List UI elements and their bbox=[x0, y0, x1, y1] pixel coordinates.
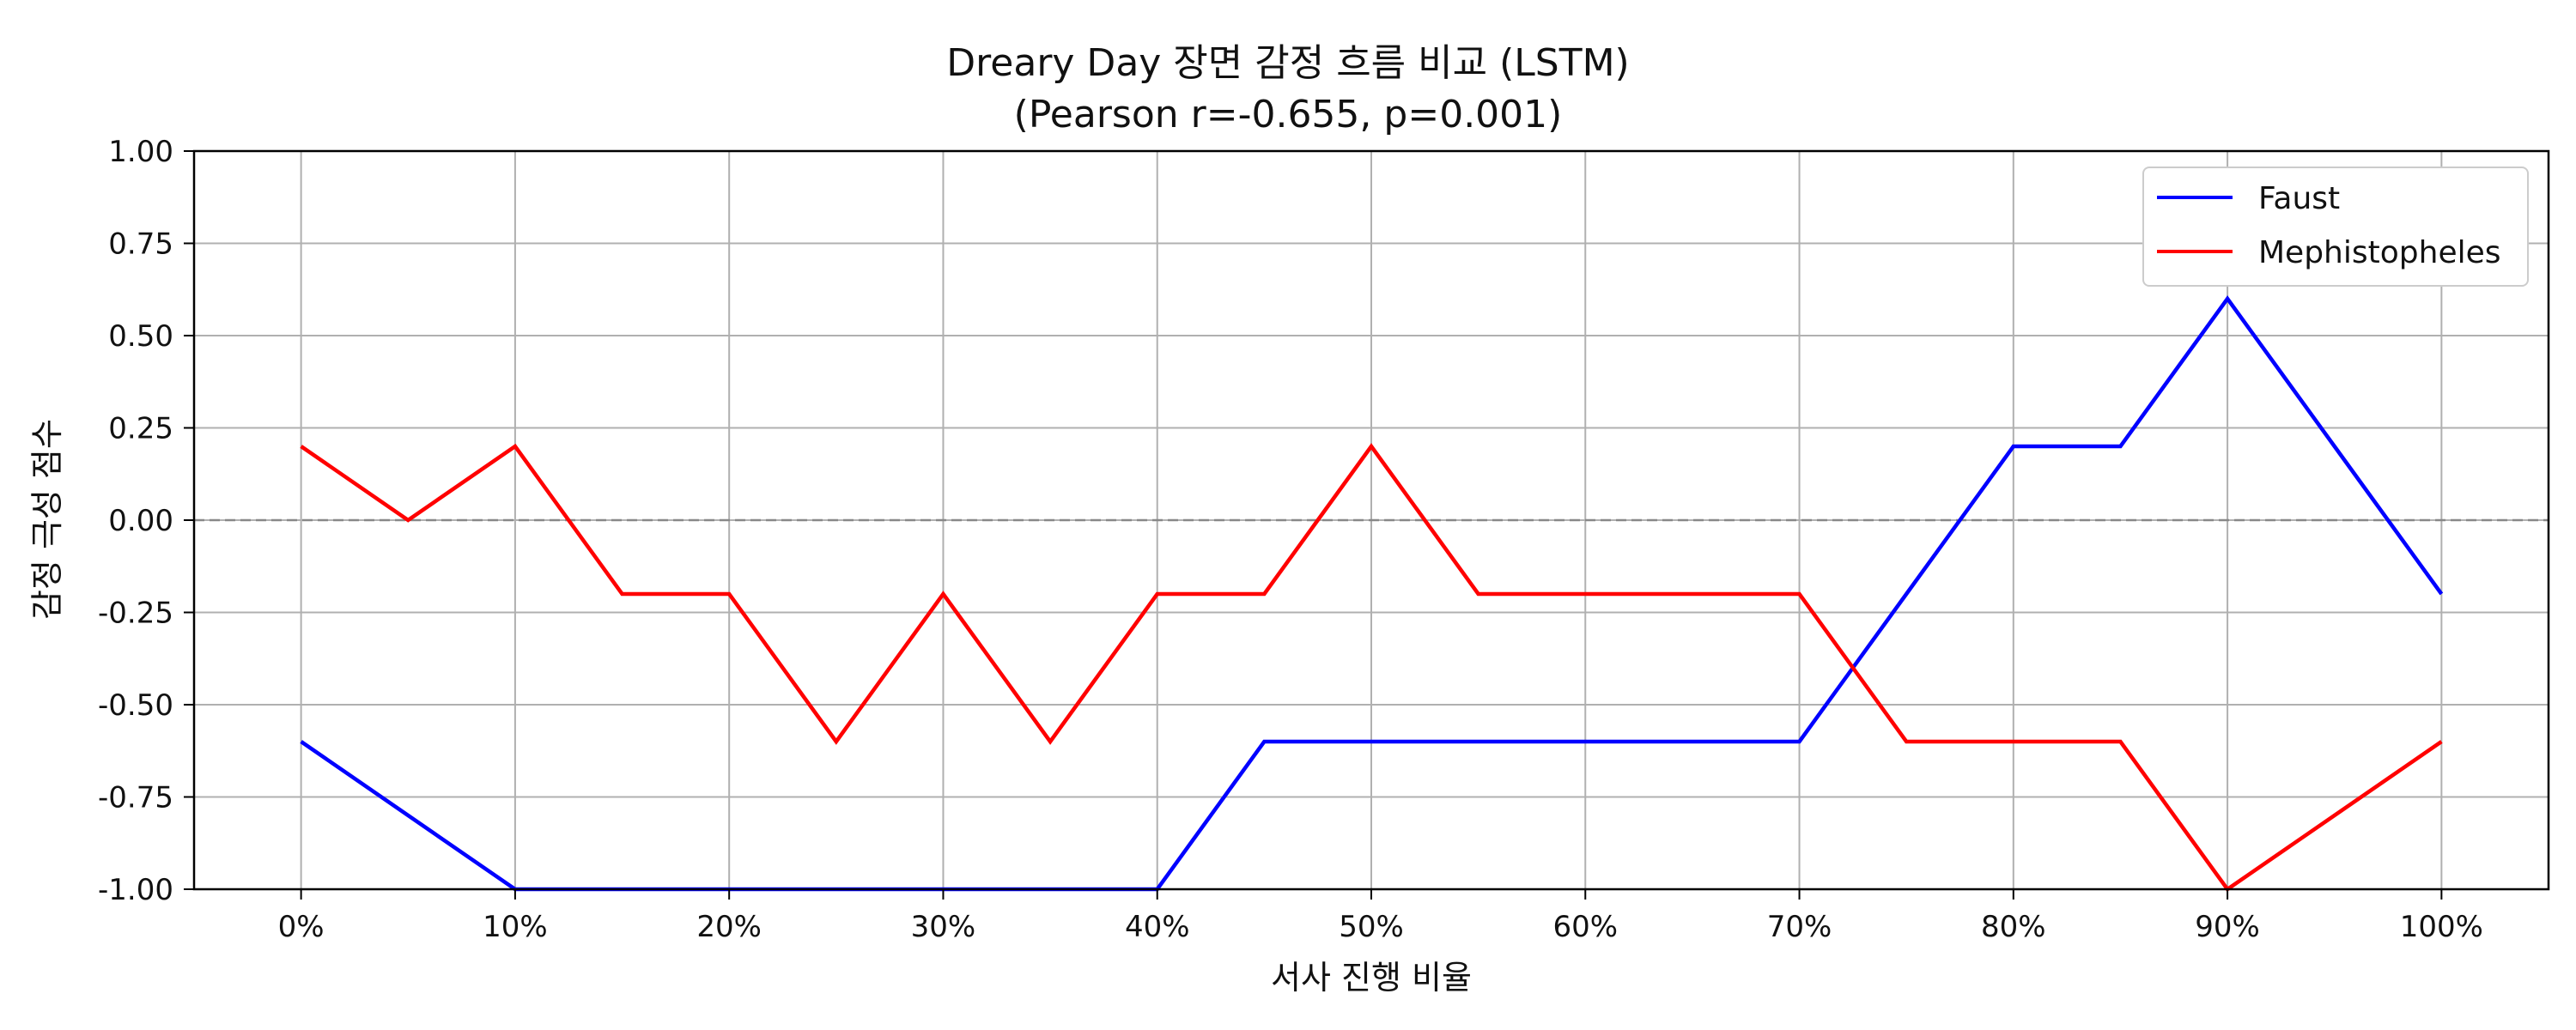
x-tick-label: 0% bbox=[278, 910, 325, 944]
x-tick-label: 90% bbox=[2195, 910, 2260, 944]
y-tick-label: 0.00 bbox=[108, 504, 173, 538]
x-tick-label: 100% bbox=[2400, 910, 2483, 944]
x-tick-label: 10% bbox=[483, 910, 548, 944]
legend: Faust Mephistopheles bbox=[2142, 167, 2529, 287]
y-tick-label: -0.25 bbox=[98, 597, 173, 631]
axis-ticks: 0% 10% 20% 30% 40% 50% 60% 70% 80% 90% 100% 1.00 0.7… bbox=[98, 135, 2483, 944]
y-axis-label: 감정 극성 점수 bbox=[28, 419, 66, 620]
y-tick-label: -0.50 bbox=[98, 688, 173, 723]
y-tick-label: 0.50 bbox=[108, 319, 173, 354]
x-axis-label: 서사 진행 비율 bbox=[1271, 959, 1472, 997]
y-tick-label: -0.75 bbox=[98, 781, 173, 815]
legend-label-mephistopheles: Mephistopheles bbox=[2258, 235, 2501, 270]
x-tick-label: 70% bbox=[1767, 910, 1832, 944]
y-tick-label: -1.00 bbox=[98, 873, 173, 907]
legend-label-faust: Faust bbox=[2258, 181, 2340, 216]
x-tick-label: 30% bbox=[911, 910, 976, 944]
legend-box bbox=[2142, 167, 2529, 287]
x-tick-label: 50% bbox=[1339, 910, 1404, 944]
y-tick-label: 1.00 bbox=[108, 135, 173, 169]
y-tick-label: 0.25 bbox=[108, 412, 173, 446]
series-line-mephistopheles bbox=[300, 443, 2443, 893]
y-tick-label: 0.75 bbox=[108, 227, 173, 262]
x-tick-label: 40% bbox=[1125, 910, 1190, 944]
x-tick-label: 80% bbox=[1981, 910, 2046, 944]
chart-subtitle: (Pearson r=-0.655, p=0.001) bbox=[1014, 93, 1563, 136]
x-tick-label: 60% bbox=[1552, 910, 1618, 944]
chart-title: Dreary Day 장면 감정 흐름 비교 (LSTM) bbox=[946, 41, 1629, 85]
x-tick-label: 20% bbox=[696, 910, 762, 944]
